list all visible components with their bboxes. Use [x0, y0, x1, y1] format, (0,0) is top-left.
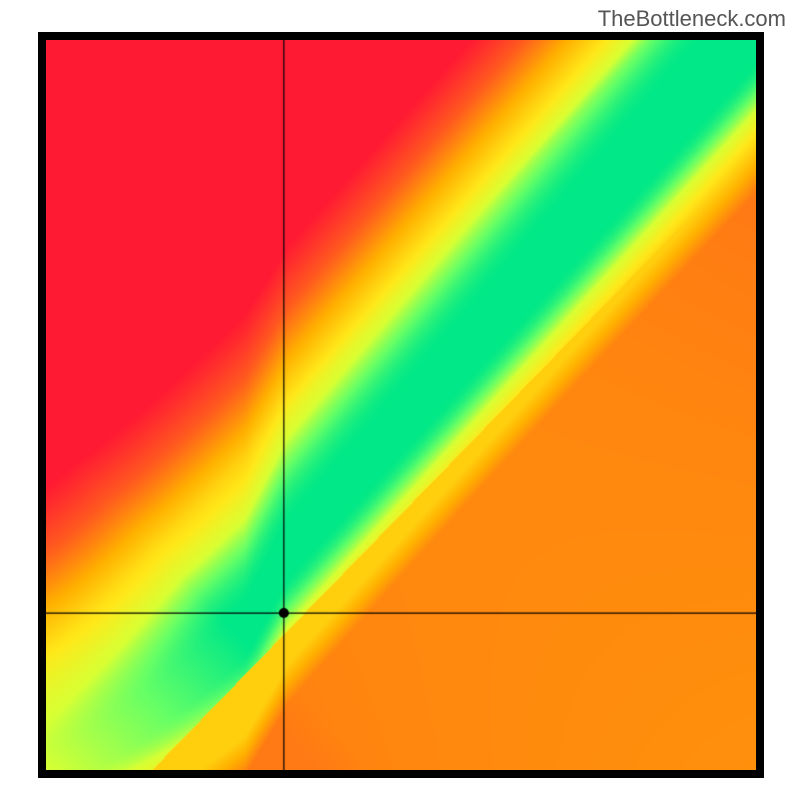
- crosshair-overlay: [46, 40, 756, 770]
- plot-frame: [38, 32, 764, 778]
- attribution-label: TheBottleneck.com: [598, 6, 786, 32]
- chart-container: TheBottleneck.com: [0, 0, 800, 800]
